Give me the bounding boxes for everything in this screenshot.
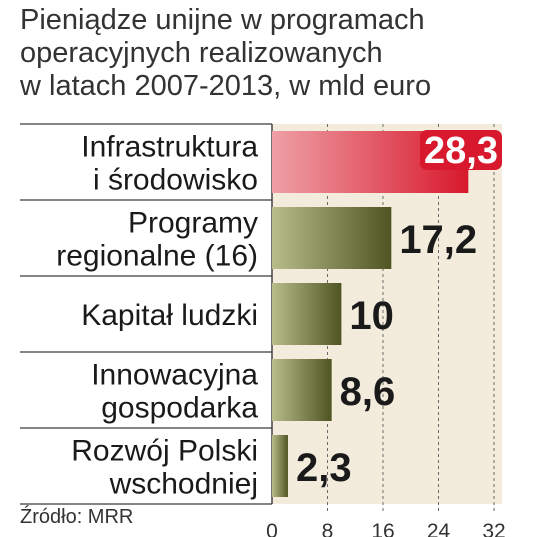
bar: [272, 359, 332, 421]
chart-title: Pieniądze unijne w programach operacyjny…: [20, 4, 520, 103]
chart-title-line: w latach 2007-2013, w mld euro: [20, 70, 432, 102]
x-tick-label: 8: [322, 520, 334, 537]
source-note: Źródło: MRR: [20, 506, 134, 528]
category-label: regionalne (16): [56, 240, 258, 273]
category-label: Rozwój Polski: [71, 435, 258, 468]
value-label: 8,6: [340, 370, 396, 414]
value-label: 17,2: [399, 218, 477, 262]
category-label: Innowacyjna: [91, 359, 258, 392]
category-label: Infrastruktura: [81, 131, 258, 164]
x-tick-label: 32: [482, 520, 505, 537]
x-tick-label: 24: [427, 520, 451, 537]
category-label: gospodarka: [101, 392, 258, 425]
category-label: Programy: [128, 207, 258, 240]
x-tick-label: 16: [371, 520, 394, 537]
bar: [272, 283, 342, 345]
bar: [272, 435, 288, 497]
chart-title-line: Pieniądze unijne w programach: [20, 4, 425, 36]
x-tick-label: 0: [266, 520, 278, 537]
category-label: i środowisko: [93, 164, 258, 197]
category-label: Kapitał ludzki: [81, 299, 258, 332]
value-label: 10: [349, 294, 394, 338]
chart-title-line: operacyjnych realizowanych: [20, 37, 383, 69]
value-label: 2,3: [296, 446, 352, 490]
bar: [272, 207, 392, 269]
value-label-badge: [420, 130, 502, 170]
category-label: wschodniej: [109, 468, 258, 501]
value-label: 28,3: [424, 130, 498, 172]
